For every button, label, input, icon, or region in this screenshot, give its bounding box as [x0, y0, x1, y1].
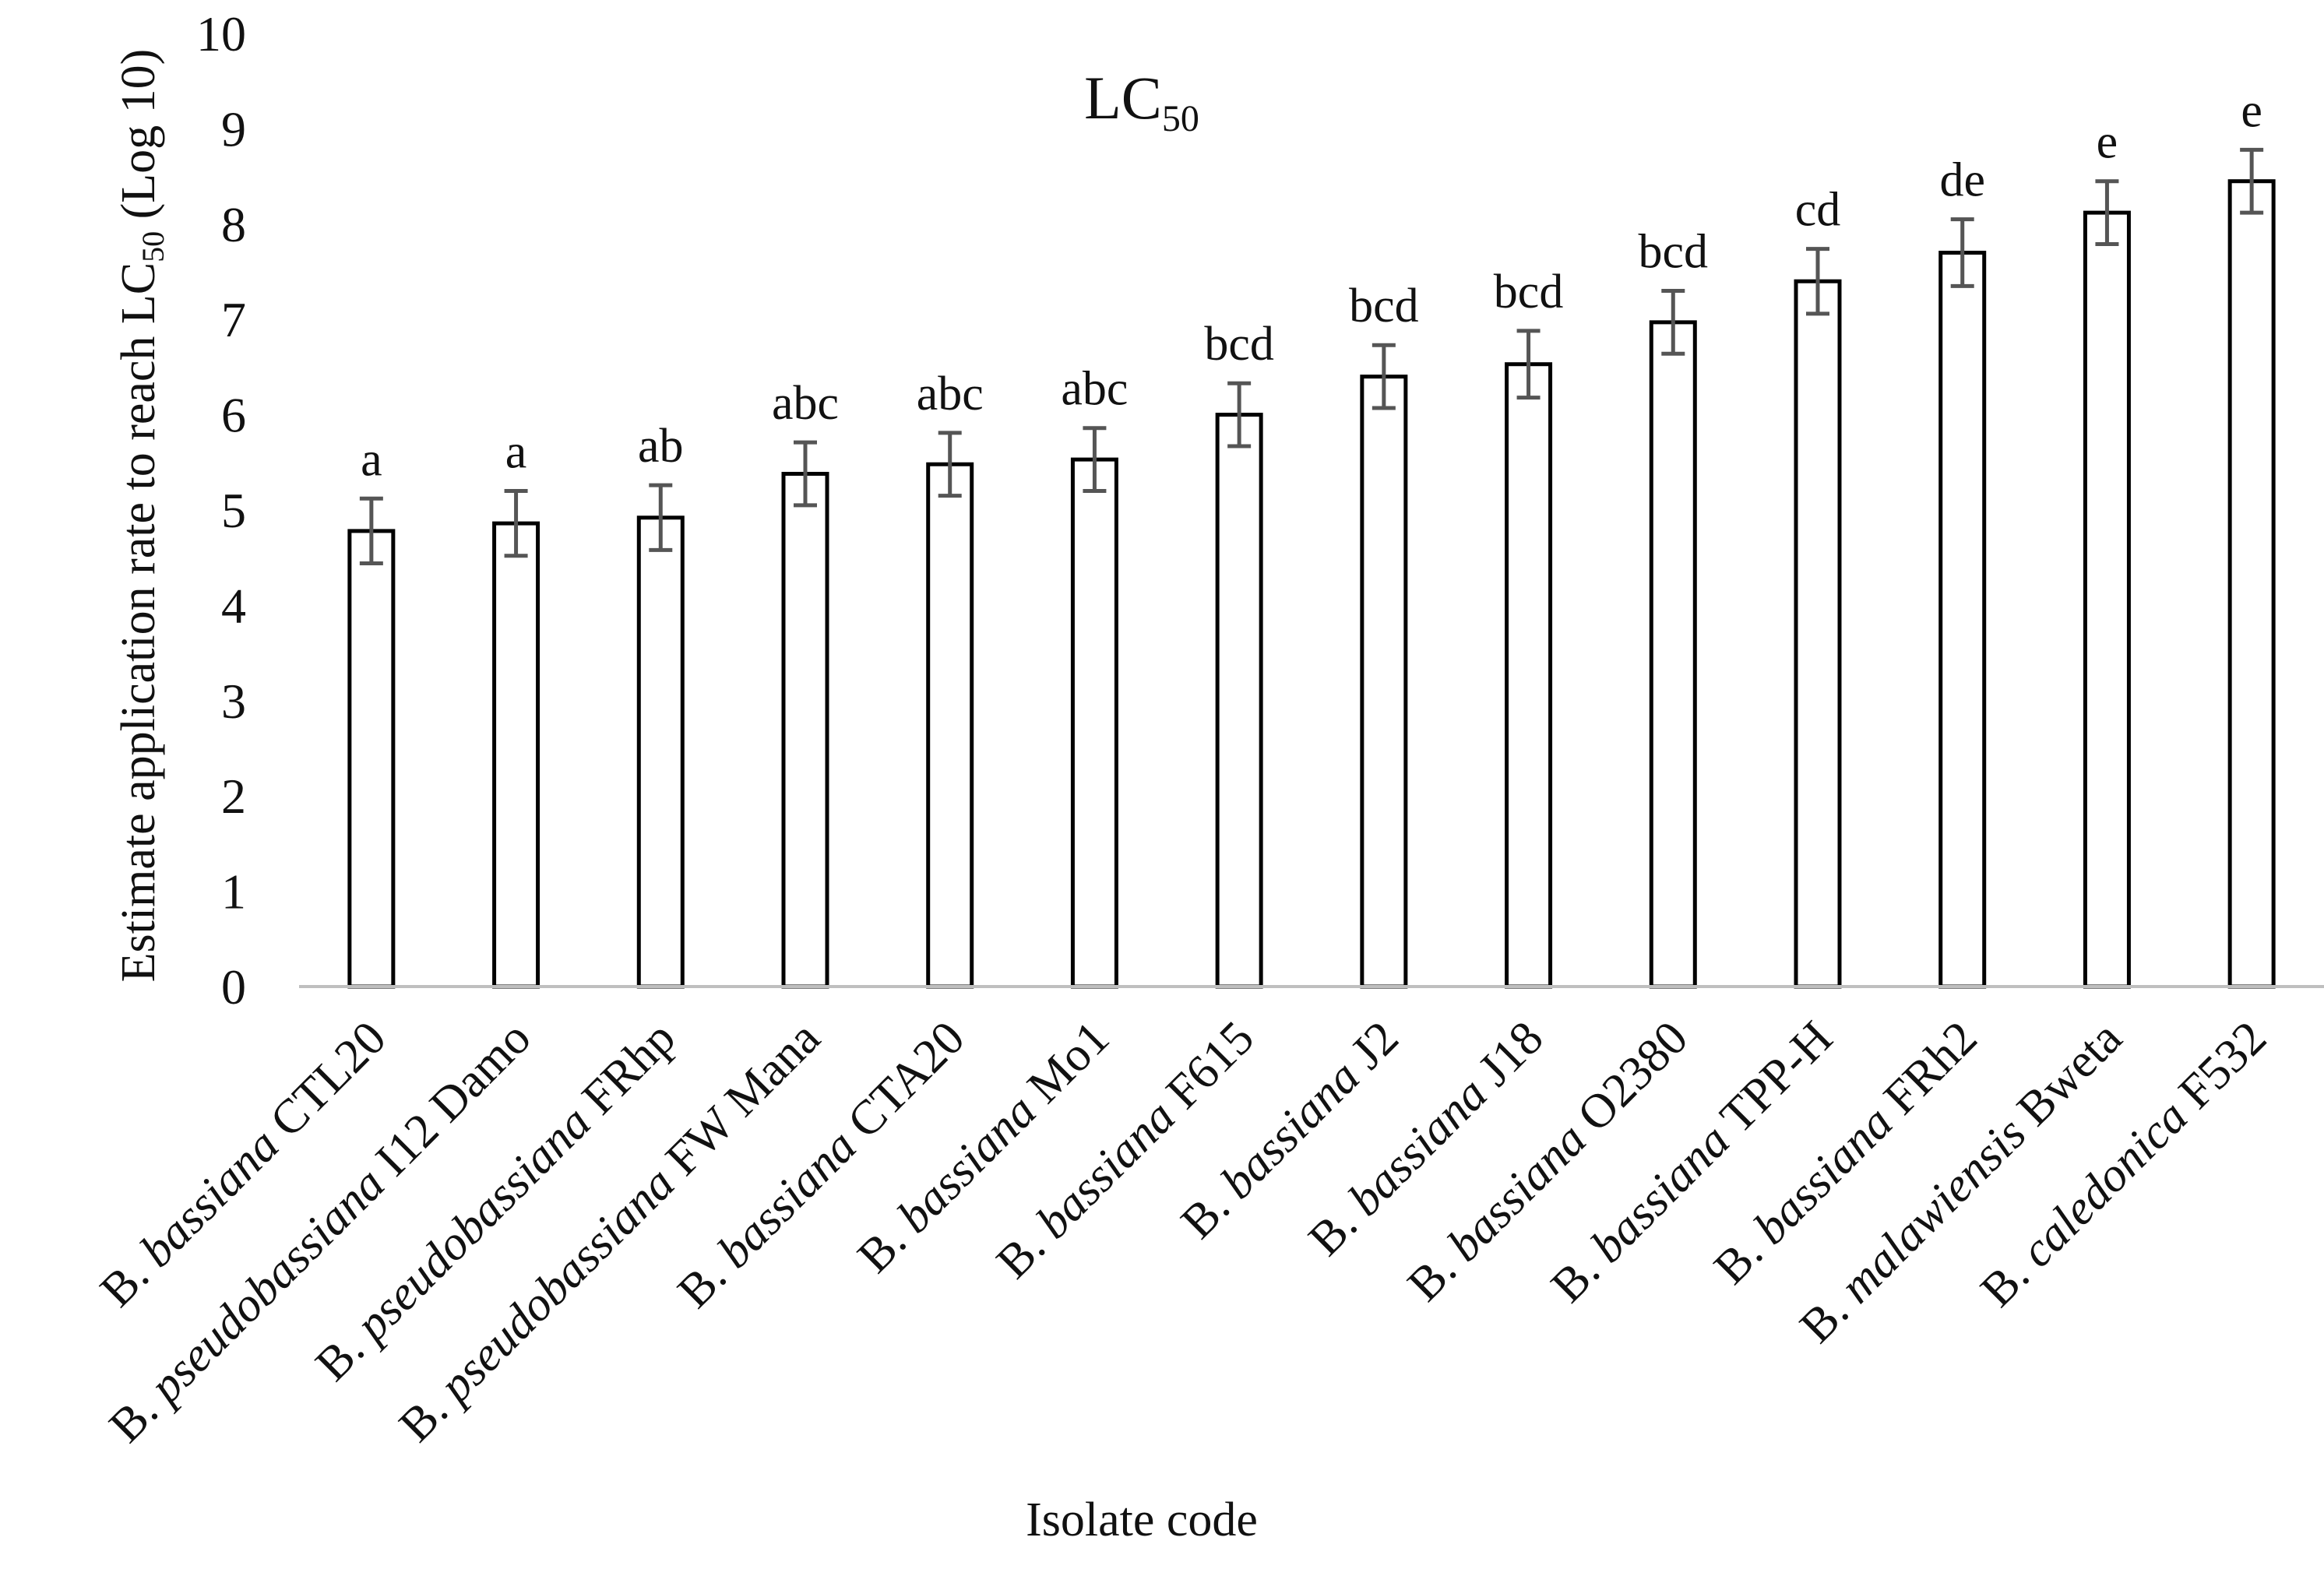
error-bar — [2240, 147, 2264, 215]
y-tick-label: 0 — [221, 959, 246, 1015]
significance-letter: bcd — [1494, 266, 1564, 318]
y-tick-label: 4 — [221, 578, 246, 633]
significance-letter: a — [361, 433, 382, 486]
y-tick-label: 7 — [221, 292, 246, 347]
y-tick-label: 9 — [221, 101, 246, 157]
error-bar — [359, 496, 383, 566]
bar — [1215, 413, 1263, 989]
significance-letter: e — [2097, 116, 2118, 169]
y-tick-label: 6 — [221, 388, 246, 443]
significance-letter: e — [2241, 84, 2262, 137]
y-tick-label: 10 — [196, 6, 246, 62]
x-tick-label: B. bassiana O2380 — [1398, 1011, 1698, 1311]
significance-letter: abc — [772, 377, 839, 430]
bar — [347, 529, 396, 989]
error-bar — [1516, 329, 1541, 400]
bar — [926, 462, 974, 989]
error-bar — [1227, 381, 1252, 449]
significance-letters: a a ab abc abc abc bcd bcd bcd bcd cd de e e — [361, 84, 2262, 486]
error-bars — [359, 147, 2264, 566]
bar — [1794, 279, 1842, 989]
bars — [347, 179, 2276, 989]
significance-letter: abc — [917, 368, 984, 420]
significance-letter: bcd — [1204, 318, 1274, 371]
y-tick-label: 8 — [221, 197, 246, 252]
error-bar — [1661, 288, 1685, 356]
error-bar — [938, 431, 962, 498]
bar — [636, 515, 685, 989]
error-bar — [794, 440, 817, 508]
significance-letter: bcd — [1349, 280, 1419, 332]
significance-letter: abc — [1061, 363, 1128, 416]
x-tick-label: B. bassiana Mo1 — [847, 1011, 1119, 1283]
x-axis-title: Isolate code — [1026, 1493, 1258, 1546]
error-bar — [1083, 426, 1107, 494]
x-tick-label: B. bassiana TPP-H — [1541, 1011, 1843, 1313]
significance-letter: de — [1939, 154, 1985, 207]
significance-letter: bcd — [1639, 225, 1709, 278]
bar — [1938, 251, 1987, 989]
y-axis-title: Estimate application rate to reach LC50 … — [112, 49, 171, 983]
error-bar — [1950, 217, 1974, 288]
x-tick-label: B. caledonica F532 — [1970, 1011, 2276, 1317]
significance-letter: cd — [1795, 184, 1841, 237]
bar — [781, 471, 829, 989]
error-bar — [1372, 343, 1396, 410]
x-tick-label: B. bassiana F615 — [987, 1011, 1264, 1289]
y-tick-label: 5 — [221, 483, 246, 538]
chart-title: LC50 — [1084, 64, 1199, 139]
y-tick-label: 3 — [221, 674, 246, 729]
y-tick-label: 1 — [221, 864, 246, 920]
bar — [492, 521, 541, 989]
y-tick-label: 2 — [221, 769, 246, 824]
significance-letter: a — [505, 426, 527, 479]
bar — [2227, 179, 2276, 989]
x-tick-label: B. bassiana FRh2 — [1704, 1011, 1988, 1295]
error-bar — [1806, 247, 1829, 316]
bar — [1649, 320, 1697, 989]
bar — [1070, 457, 1118, 989]
bar — [1360, 375, 1408, 989]
bar — [1505, 362, 1553, 989]
error-bar — [2095, 179, 2119, 247]
bar — [2083, 210, 2131, 989]
y-axis-ticks: 0 1 2 3 4 5 6 7 8 9 10 — [196, 6, 246, 1015]
significance-letter: ab — [638, 420, 684, 473]
error-bar — [504, 489, 528, 558]
error-bar — [649, 483, 673, 552]
